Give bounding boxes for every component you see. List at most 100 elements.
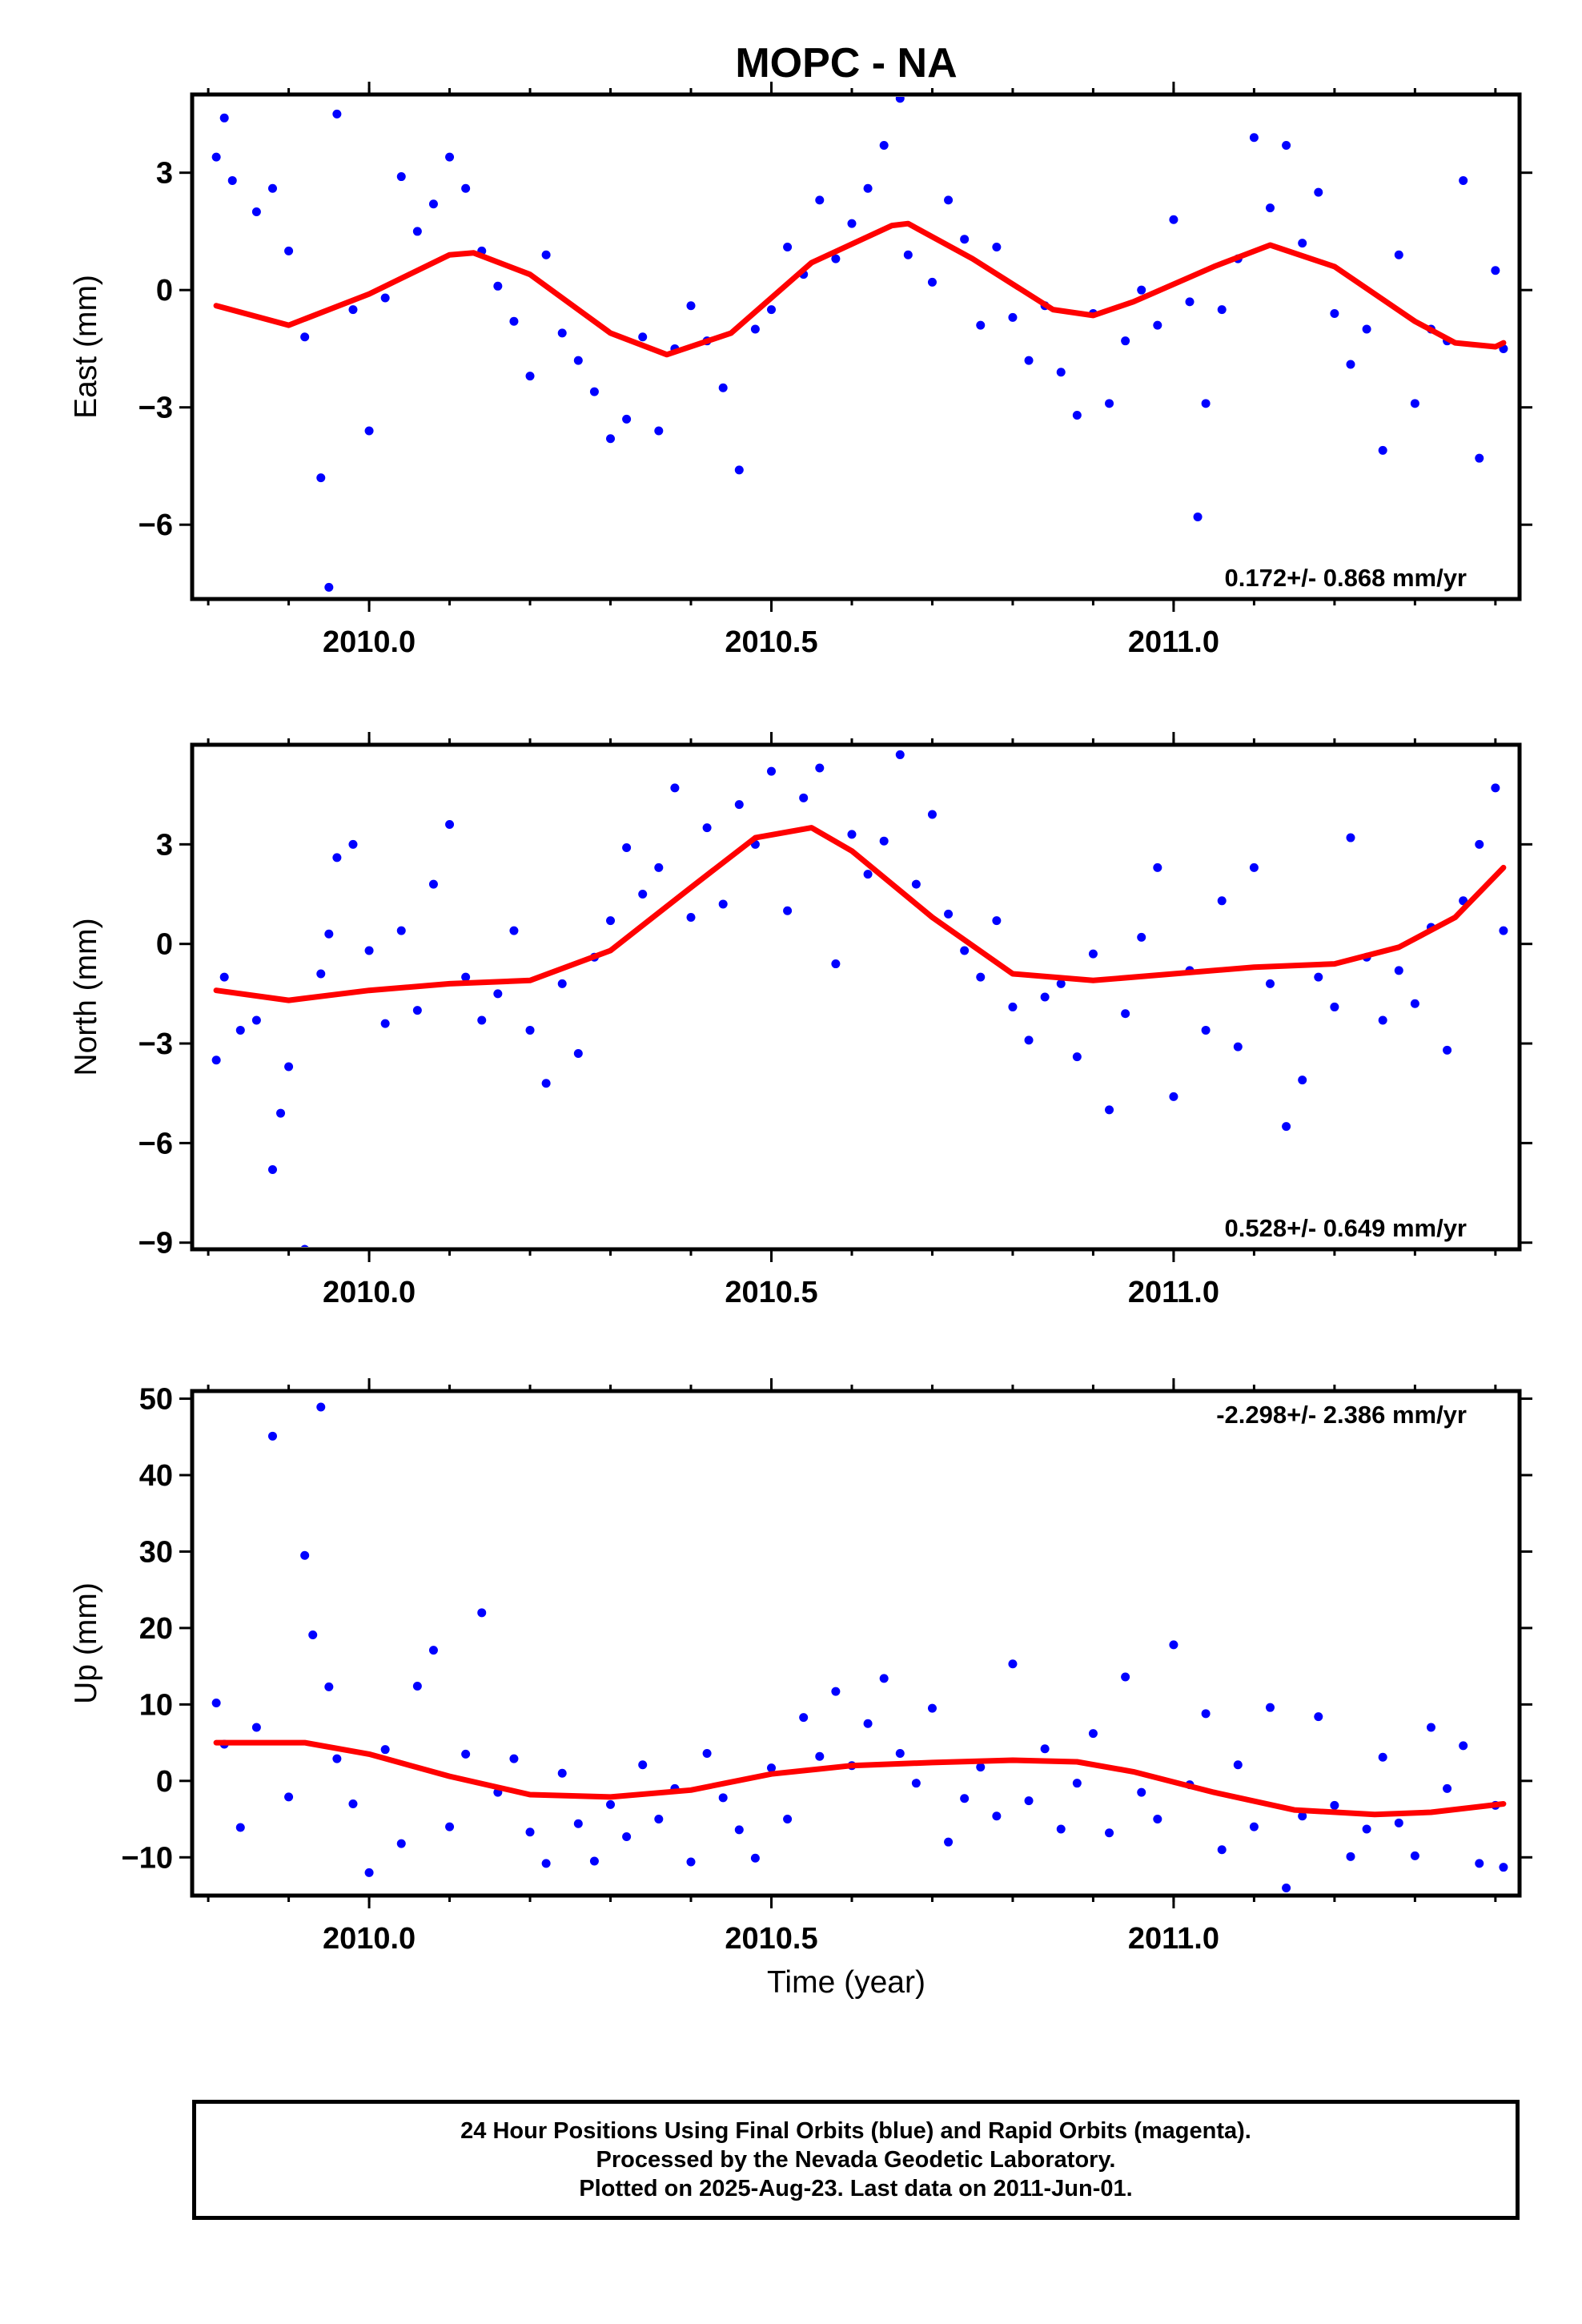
up-y-tick-label: 30 (139, 1535, 173, 1569)
north-rate-label: 0.528+/- 0.649 mm/yr (1225, 1214, 1467, 1242)
east-data-point (927, 277, 937, 287)
up-data-point (654, 1815, 664, 1824)
up-data-point (557, 1768, 567, 1778)
east-x-tick-label: 2010.0 (323, 625, 416, 659)
east-data-point (284, 246, 294, 255)
east-data-point (1298, 239, 1307, 248)
east-data-point (525, 372, 535, 381)
east-data-point (541, 250, 551, 259)
up-data-point (1282, 1883, 1291, 1892)
up-data-point (622, 1832, 632, 1841)
chart-title: MOPC - NA (735, 40, 957, 86)
up-data-point (1008, 1659, 1018, 1669)
east-data-point (1282, 140, 1291, 150)
up-data-point (799, 1713, 809, 1723)
north-data-point (573, 1048, 583, 1058)
up-y-tick-label: 50 (139, 1383, 173, 1417)
north-data-point (847, 830, 857, 839)
up-data-point (1459, 1741, 1468, 1751)
up-x-tick-label: 2010.0 (323, 1922, 416, 1956)
up-data-point (1072, 1779, 1082, 1788)
north-data-point (1330, 1002, 1339, 1011)
east-data-point (251, 207, 261, 217)
up-data-point (944, 1837, 954, 1847)
east-data-point (1491, 266, 1500, 275)
up-data-point (461, 1749, 471, 1759)
north-data-point (316, 969, 326, 979)
north-data-point (1217, 896, 1227, 906)
north-data-point (879, 836, 889, 846)
up-data-point (815, 1751, 825, 1761)
north-data-point (493, 989, 503, 999)
north-data-point (1443, 1045, 1452, 1055)
caption-line-3: Plotted on 2025-Aug-23. Last data on 201… (579, 2176, 1133, 2201)
up-data-point (1499, 1863, 1508, 1872)
up-data-point (1394, 1818, 1403, 1827)
up-plot-frame (190, 1389, 1522, 1898)
up-data-point (1137, 1787, 1146, 1797)
north-data-point (1378, 1015, 1387, 1025)
east-data-point (831, 254, 841, 263)
north-data-point (525, 1025, 535, 1035)
north-data-point (412, 1006, 422, 1015)
east-data-point (300, 332, 310, 342)
up-data-point (235, 1823, 245, 1832)
up-y-tick-label: −10 (122, 1841, 173, 1875)
up-data-point (573, 1819, 583, 1828)
north-data-point (1394, 966, 1403, 975)
north-fit-line (213, 825, 1507, 1003)
up-x-tick-label: 2010.5 (725, 1922, 817, 1956)
east-data-point (428, 199, 438, 209)
east-data-point (976, 320, 986, 330)
north-data-point (380, 1019, 390, 1028)
east-data-point (1105, 399, 1114, 408)
north-data-point (301, 1244, 309, 1247)
north-data-point (863, 870, 873, 879)
north-data-point (1346, 833, 1355, 842)
east-data-point (1137, 285, 1146, 295)
up-data-point (1105, 1828, 1114, 1838)
north-data-point (1249, 862, 1259, 872)
north-data-point (1040, 992, 1050, 1002)
north-data-point (606, 916, 616, 926)
north-data-point (461, 972, 471, 982)
north-data-point (219, 972, 229, 982)
up-points (211, 1402, 1508, 1892)
north-data-point (670, 783, 680, 793)
up-data-point (445, 1822, 455, 1831)
north-data-point (960, 946, 970, 955)
up-y-tick-label: 0 (156, 1765, 173, 1799)
east-x-tick-label: 2010.5 (725, 625, 817, 659)
up-rate-label: -2.298+/- 2.386 mm/yr (1216, 1401, 1467, 1429)
north-data-point (1088, 949, 1098, 959)
north-data-point (1201, 1025, 1211, 1035)
north-data-point (276, 1108, 286, 1118)
east-data-point (783, 242, 793, 251)
east-data-point (903, 250, 913, 259)
east-data-point (1201, 399, 1211, 408)
east-data-point (1121, 336, 1130, 346)
up-data-point (686, 1857, 696, 1867)
east-y-axis-label: East (mm) (69, 275, 103, 419)
north-data-point (622, 842, 632, 852)
north-data-point (324, 929, 334, 939)
east-data-point (412, 227, 422, 236)
north-data-point (799, 793, 809, 802)
east-data-point (1072, 410, 1082, 420)
north-data-point (251, 1015, 261, 1025)
north-data-point (734, 800, 744, 810)
east-data-point (445, 152, 455, 162)
north-data-point (1298, 1076, 1307, 1085)
up-data-point (960, 1794, 970, 1803)
north-plot-frame (190, 742, 1522, 1252)
north-data-point (1008, 1002, 1018, 1011)
north-data-point (428, 879, 438, 889)
up-data-point (702, 1748, 712, 1758)
east-y-tick-label: 0 (156, 274, 173, 308)
north-data-point (766, 766, 776, 776)
east-fit-line (213, 220, 1507, 358)
north-data-point (509, 926, 519, 935)
up-data-point (927, 1703, 937, 1713)
up-panel: 2010.0 2010.5 2011.0 50 40 30 20 10 0 −10 Up (mm) -… (69, 1378, 1532, 1956)
east-data-point (686, 301, 696, 311)
